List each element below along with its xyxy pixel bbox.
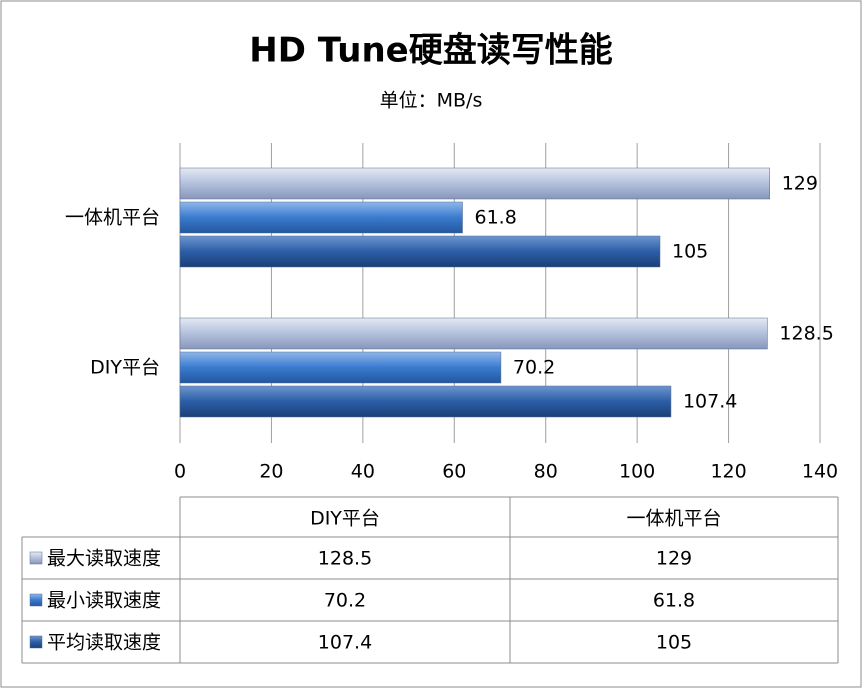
legend-key bbox=[29, 551, 43, 565]
data-label: 107.4 bbox=[683, 391, 737, 413]
x-tick-label: 0 bbox=[174, 461, 186, 483]
bar bbox=[179, 351, 502, 384]
table-cell: 128.5 bbox=[318, 548, 372, 570]
data-label: 129 bbox=[782, 173, 818, 195]
data-label: 61.8 bbox=[475, 207, 517, 229]
bar bbox=[179, 235, 661, 268]
x-tick-label: 80 bbox=[534, 461, 558, 483]
table-cell: 70.2 bbox=[324, 590, 366, 612]
legend-label: 最大读取速度 bbox=[47, 548, 161, 570]
table-header: DIY平台 bbox=[310, 508, 380, 530]
x-tick-label: 140 bbox=[802, 461, 838, 483]
chart-subtitle: 单位：MB/s bbox=[380, 90, 483, 112]
table-cell: 105 bbox=[656, 632, 692, 654]
y-tick-label: 一体机平台 bbox=[65, 207, 160, 229]
x-tick-label: 60 bbox=[442, 461, 466, 483]
table-cell: 129 bbox=[656, 548, 692, 570]
x-tick-label: 40 bbox=[351, 461, 375, 483]
bar bbox=[179, 201, 463, 234]
table-cell: 107.4 bbox=[318, 632, 372, 654]
x-tick-label: 20 bbox=[259, 461, 283, 483]
bar bbox=[179, 167, 770, 200]
table-cell: 61.8 bbox=[653, 590, 695, 612]
legend-key bbox=[29, 635, 43, 649]
bar bbox=[179, 385, 672, 418]
legend-key bbox=[29, 593, 43, 607]
chart-title: HD Tune硬盘读写性能 bbox=[249, 31, 612, 71]
table-header: 一体机平台 bbox=[626, 508, 721, 530]
x-tick-label: 100 bbox=[619, 461, 655, 483]
y-tick-label: DIY平台 bbox=[90, 357, 160, 379]
legend-label: 最小读取速度 bbox=[47, 590, 161, 612]
legend-label: 平均读取速度 bbox=[47, 632, 161, 654]
data-label: 128.5 bbox=[779, 323, 833, 345]
bar bbox=[179, 317, 768, 350]
data-label: 105 bbox=[672, 241, 708, 263]
x-tick-label: 120 bbox=[710, 461, 746, 483]
data-label: 70.2 bbox=[513, 357, 555, 379]
